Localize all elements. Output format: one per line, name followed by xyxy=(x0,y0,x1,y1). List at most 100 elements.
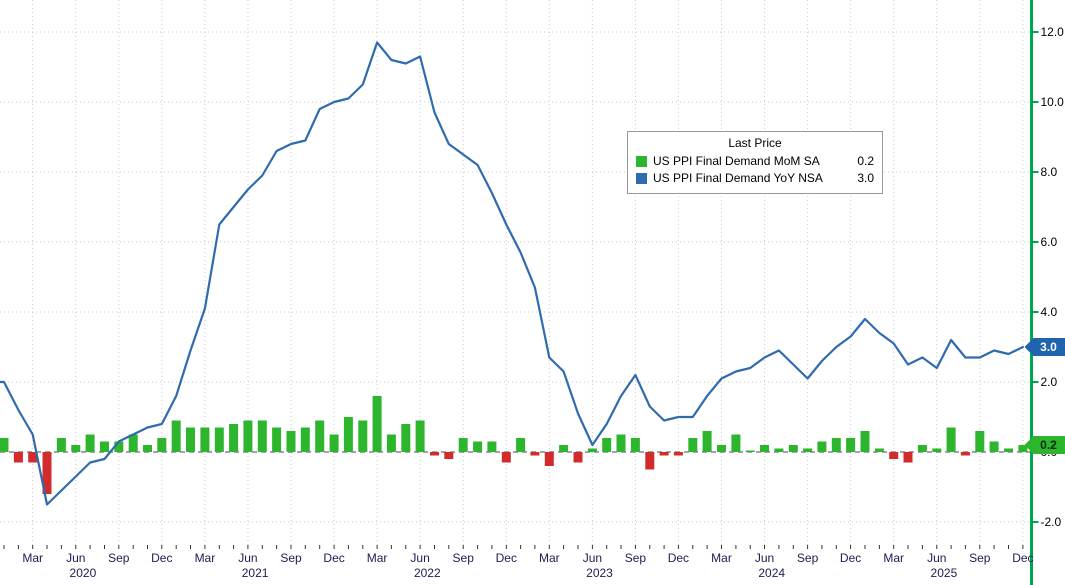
mom-bar xyxy=(673,452,683,456)
x-month-label: Jun xyxy=(583,551,602,565)
yoy-series-value: 3.0 xyxy=(857,171,874,185)
mom-bar xyxy=(889,452,899,459)
y-axis-label: 10.0 xyxy=(1041,95,1065,109)
mom-bar xyxy=(788,445,798,452)
mom-bar xyxy=(257,420,267,452)
x-month-label: Mar xyxy=(711,551,732,565)
mom-bar xyxy=(630,438,640,452)
x-month-label: Jun xyxy=(410,551,429,565)
yoy-last-price-badge-value: 3.0 xyxy=(1040,340,1057,354)
y-axis-label: 12.0 xyxy=(1041,25,1065,39)
mom-bar xyxy=(960,452,970,456)
mom-bar xyxy=(401,424,411,452)
mom-bar xyxy=(444,452,454,459)
x-month-label: Jun xyxy=(927,551,946,565)
yoy-series-swatch xyxy=(636,173,647,184)
mom-bar xyxy=(315,420,325,452)
x-month-label: Mar xyxy=(539,551,560,565)
x-year-label: 2023 xyxy=(586,566,613,580)
mom-bar xyxy=(573,452,583,463)
mom-bar xyxy=(386,434,396,452)
mom-bar xyxy=(731,434,741,452)
x-year-label: 2020 xyxy=(70,566,97,580)
mom-bar xyxy=(846,438,856,452)
mom-bar xyxy=(803,448,813,452)
mom-bar xyxy=(343,417,353,452)
mom-bar xyxy=(171,420,181,452)
mom-bar xyxy=(56,438,66,452)
mom-bar xyxy=(214,427,224,452)
x-month-label: Sep xyxy=(797,551,819,565)
mom-bar xyxy=(989,441,999,452)
x-month-label: Dec xyxy=(496,551,517,565)
legend-row-mom: US PPI Final Demand MoM SA 0.2 xyxy=(636,153,874,170)
mom-bar xyxy=(917,445,927,452)
x-year-label: 2024 xyxy=(758,566,785,580)
mom-bar xyxy=(358,420,368,452)
mom-bar xyxy=(286,431,296,452)
x-month-label: Mar xyxy=(22,551,43,565)
x-month-label: Sep xyxy=(969,551,991,565)
x-month-label: Mar xyxy=(195,551,216,565)
mom-bar xyxy=(1018,445,1028,452)
mom-bar xyxy=(659,452,669,456)
yoy-series-label: US PPI Final Demand YoY NSA xyxy=(653,171,823,185)
x-month-label: Mar xyxy=(367,551,388,565)
y-axis-label: 4.0 xyxy=(1041,305,1058,319)
x-month-label: Sep xyxy=(453,551,475,565)
mom-bar xyxy=(0,438,9,452)
mom-bar xyxy=(932,448,942,452)
mom-bar xyxy=(487,441,497,452)
legend-row-yoy: US PPI Final Demand YoY NSA 3.0 xyxy=(636,170,874,187)
mom-bar xyxy=(114,441,124,452)
mom-bar xyxy=(100,441,109,452)
mom-bar xyxy=(85,434,95,452)
mom-bar xyxy=(874,448,884,452)
mom-bar xyxy=(243,420,253,452)
yoy-last-price-badge-shape xyxy=(1024,338,1065,356)
mom-bar xyxy=(157,438,167,452)
x-month-label: Sep xyxy=(108,551,130,565)
mom-bar xyxy=(415,420,425,452)
mom-bar xyxy=(946,427,956,452)
mom-bar xyxy=(616,434,626,452)
y-axis-label: 8.0 xyxy=(1041,165,1058,179)
legend: Last Price US PPI Final Demand MoM SA 0.… xyxy=(627,131,883,194)
x-year-label: 2022 xyxy=(414,566,441,580)
mom-bar xyxy=(42,452,52,494)
y-axis-label: -2.0 xyxy=(1041,515,1062,529)
mom-last-price-badge-shape xyxy=(1024,436,1065,454)
x-month-label: Dec xyxy=(151,551,172,565)
y-axis-label: 6.0 xyxy=(1041,235,1058,249)
mom-bar xyxy=(501,452,511,463)
mom-bar xyxy=(831,438,841,452)
mom-bar xyxy=(559,445,569,452)
x-month-label: Dec xyxy=(1012,551,1033,565)
mom-bar xyxy=(1004,448,1013,452)
mom-bar xyxy=(745,450,755,452)
mom-bar xyxy=(229,424,239,452)
mom-last-price-badge: 0.2 xyxy=(1024,436,1065,454)
mom-last-price-badge-value: 0.2 xyxy=(1040,438,1057,452)
mom-bar xyxy=(143,445,152,452)
mom-bar xyxy=(186,427,195,452)
mom-bar xyxy=(702,431,712,452)
mom-bar xyxy=(860,431,870,452)
mom-bar xyxy=(774,448,784,452)
x-month-label: Dec xyxy=(840,551,861,565)
mom-bar xyxy=(688,438,698,452)
mom-series-swatch xyxy=(636,156,647,167)
y-axis-label: 2.0 xyxy=(1041,375,1058,389)
mom-bar xyxy=(372,396,382,452)
mom-bar xyxy=(128,434,138,452)
x-month-label: Mar xyxy=(883,551,904,565)
mom-bar xyxy=(71,445,81,452)
mom-bar xyxy=(329,434,339,452)
mom-bar xyxy=(300,427,310,452)
mom-series-label: US PPI Final Demand MoM SA xyxy=(653,154,820,168)
mom-bar xyxy=(516,438,526,452)
x-month-label: Jun xyxy=(755,551,774,565)
mom-bar xyxy=(200,427,210,452)
